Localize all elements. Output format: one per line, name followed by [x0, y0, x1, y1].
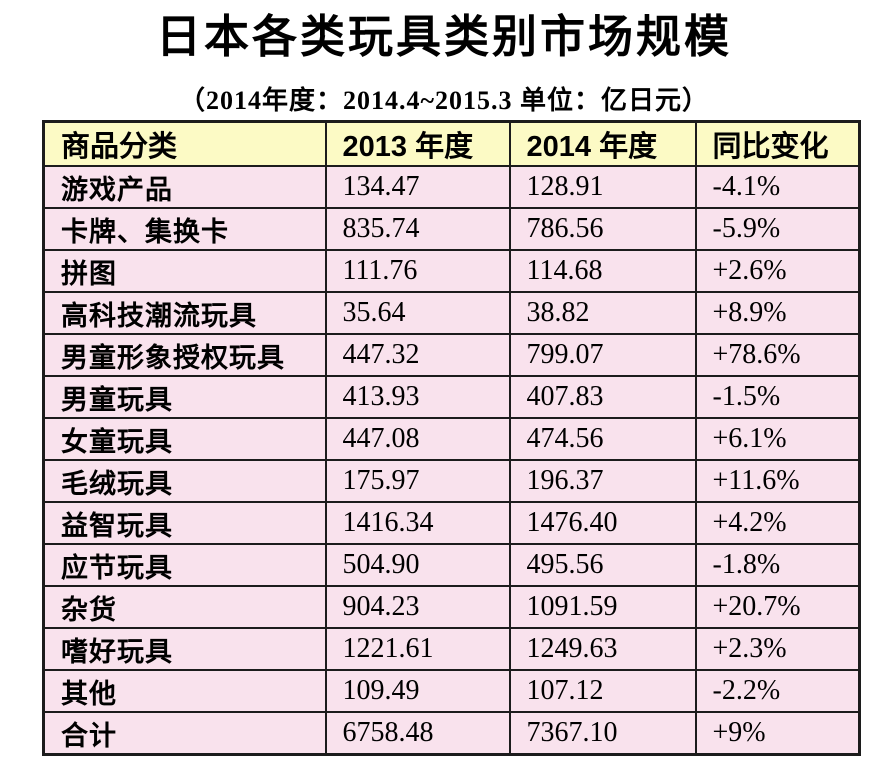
category-cell: 拼图 [42, 249, 327, 293]
value-cell: +2.6% [694, 249, 861, 293]
header-cell: 商品分类 [42, 120, 327, 167]
value-cell: +4.2% [694, 501, 861, 545]
table-row: 男童形象授权玩具 447.32 799.07 +78.6% [42, 333, 861, 377]
table-body: 游戏产品 134.47 128.91 -4.1% 卡牌、集换卡 835.74 786.56-… [42, 165, 861, 756]
table-row: 毛绒玩具 175.97 196.37 +11.6% [42, 459, 861, 503]
toy-market-table: 商品分类 2013 年度 2014 年度 同比变化 游戏产品 134.47 128.91-… [42, 120, 861, 756]
value-cell: 1249.63 [508, 627, 697, 671]
category-cell: 高科技潮流玩具 [42, 291, 327, 335]
category-cell: 其他 [42, 669, 327, 713]
value-cell: +8.9% [694, 291, 861, 335]
value-cell: 447.08 [324, 417, 511, 461]
value-cell: 35.64 [324, 291, 511, 335]
category-cell: 益智玩具 [42, 501, 327, 545]
page-title: 日本各类玩具类别市场规模 [155, 11, 732, 62]
table-row: 合计 6758.48 7367.10 +9% [42, 711, 861, 756]
value-cell: 134.47 [324, 165, 511, 209]
page-subtitle: （2014年度：2014.4~2015.3 单位：亿日元） [178, 86, 710, 115]
value-cell: -2.2% [694, 669, 861, 713]
value-cell: 6758.48 [324, 711, 511, 756]
value-cell: -5.9% [694, 207, 861, 251]
table-row: 拼图 111.76 114.68 +2.6% [42, 249, 861, 293]
value-cell: +11.6% [694, 459, 861, 503]
table-row: 男童玩具 413.93 407.83 -1.5% [42, 375, 861, 419]
value-cell: 1416.34 [324, 501, 511, 545]
table-row: 女童玩具 447.08 474.56 +6.1% [42, 417, 861, 461]
table-row: 其他 109.49 107.12 -2.2% [42, 669, 861, 713]
value-cell: +20.7% [694, 585, 861, 629]
header-row: 商品分类 2013 年度 2014 年度 同比变化 [42, 120, 861, 167]
value-cell: 114.68 [508, 249, 697, 293]
value-cell: 495.56 [508, 543, 697, 587]
category-cell: 合计 [42, 711, 327, 756]
table-row: 高科技潮流玩具 35.64 38.82 +8.9% [42, 291, 861, 335]
value-cell: 111.76 [324, 249, 511, 293]
value-cell: 38.82 [508, 291, 697, 335]
category-cell: 毛绒玩具 [42, 459, 327, 503]
category-cell: 卡牌、集换卡 [42, 207, 327, 251]
table-row: 杂货 904.23 1091.59 +20.7% [42, 585, 861, 629]
category-cell: 嗜好玩具 [42, 627, 327, 671]
category-cell: 杂货 [42, 585, 327, 629]
value-cell: 1091.59 [508, 585, 697, 629]
header-cell: 2014 年度 [508, 120, 697, 167]
category-cell: 应节玩具 [42, 543, 327, 587]
category-cell: 男童玩具 [42, 375, 327, 419]
table-row: 卡牌、集换卡 835.74 786.56 -5.9% [42, 207, 861, 251]
value-cell: 799.07 [508, 333, 697, 377]
category-cell: 女童玩具 [42, 417, 327, 461]
value-cell: +6.1% [694, 417, 861, 461]
header-cell: 同比变化 [694, 120, 861, 167]
value-cell: 175.97 [324, 459, 511, 503]
value-cell: 413.93 [324, 375, 511, 419]
value-cell: 1221.61 [324, 627, 511, 671]
table-row: 嗜好玩具 1221.61 1249.63 +2.3% [42, 627, 861, 671]
table-row: 应节玩具 504.90 495.56 -1.8% [42, 543, 861, 587]
category-cell: 男童形象授权玩具 [42, 333, 327, 377]
value-cell: 109.49 [324, 669, 511, 713]
table-row: 益智玩具 1416.34 1476.40 +4.2% [42, 501, 861, 545]
value-cell: 835.74 [324, 207, 511, 251]
value-cell: 107.12 [508, 669, 697, 713]
value-cell: 196.37 [508, 459, 697, 503]
value-cell: -4.1% [694, 165, 861, 209]
table-row: 游戏产品 134.47 128.91 -4.1% [42, 165, 861, 209]
value-cell: 7367.10 [508, 711, 697, 756]
value-cell: 128.91 [508, 165, 697, 209]
category-cell: 游戏产品 [42, 165, 327, 209]
value-cell: 504.90 [324, 543, 511, 587]
header-cell: 2013 年度 [324, 120, 511, 167]
value-cell: -1.5% [694, 375, 861, 419]
value-cell: +2.3% [694, 627, 861, 671]
value-cell: 474.56 [508, 417, 697, 461]
value-cell: 447.32 [324, 333, 511, 377]
value-cell: 904.23 [324, 585, 511, 629]
value-cell: 786.56 [508, 207, 697, 251]
value-cell: 407.83 [508, 375, 697, 419]
value-cell: +78.6% [694, 333, 861, 377]
value-cell: +9% [694, 711, 861, 756]
value-cell: 1476.40 [508, 501, 697, 545]
value-cell: -1.8% [694, 543, 861, 587]
